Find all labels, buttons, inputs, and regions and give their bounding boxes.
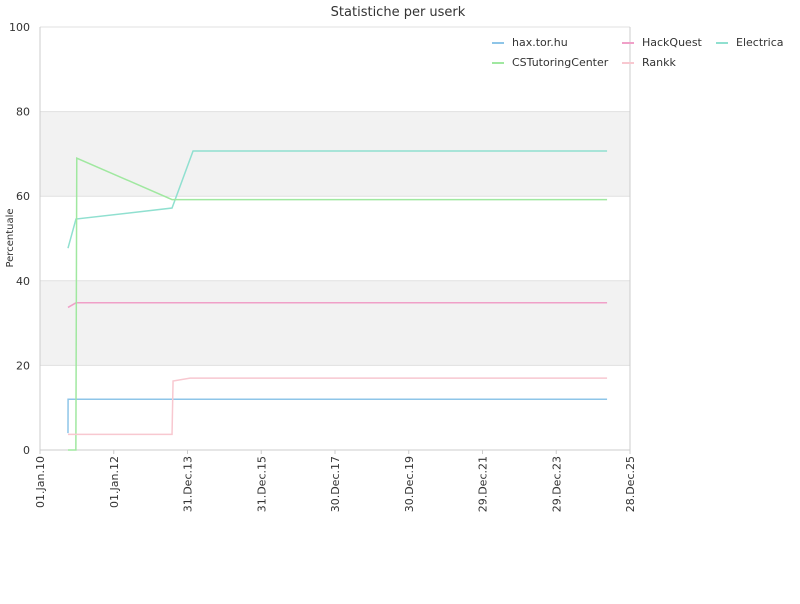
- x-tick-label: 31.Dec.15: [255, 456, 268, 512]
- grid-band: [40, 280, 630, 366]
- chart-title: Statistiche per userk: [331, 5, 466, 20]
- line: [67, 377, 608, 436]
- x-tick-label: 31.Dec.13: [182, 456, 195, 512]
- line: [67, 150, 608, 249]
- legend-label: hax.tor.hu: [512, 36, 568, 49]
- legend-label: HackQuest: [642, 36, 703, 49]
- y-tick-label: 100: [9, 21, 30, 34]
- x-tick-label: 30.Dec.17: [329, 456, 342, 512]
- y-tick-label: 20: [16, 359, 30, 372]
- legend-label: CSTutoringCenter: [512, 56, 609, 69]
- x-tick-label: 29.Dec.23: [550, 456, 563, 512]
- y-tick-label: 0: [23, 444, 30, 457]
- x-tick-label: 30.Dec.19: [403, 456, 416, 512]
- line: [67, 398, 608, 434]
- y-tick-label: 80: [16, 106, 30, 119]
- line: [67, 156, 608, 451]
- y-axis-label: Percentuale: [5, 208, 16, 267]
- legend-label: Electrica: [736, 36, 784, 49]
- x-tick-label: 01.Jan.10: [34, 456, 47, 508]
- grid-band: [40, 111, 630, 197]
- y-tick-label: 60: [16, 190, 30, 203]
- x-tick-label: 28.Dec.25: [624, 456, 637, 512]
- legend-label: Rankk: [642, 56, 676, 69]
- y-tick-label: 40: [16, 275, 30, 288]
- x-tick-label: 29.Dec.21: [477, 456, 490, 512]
- x-tick-label: 01.Jan.12: [108, 456, 121, 508]
